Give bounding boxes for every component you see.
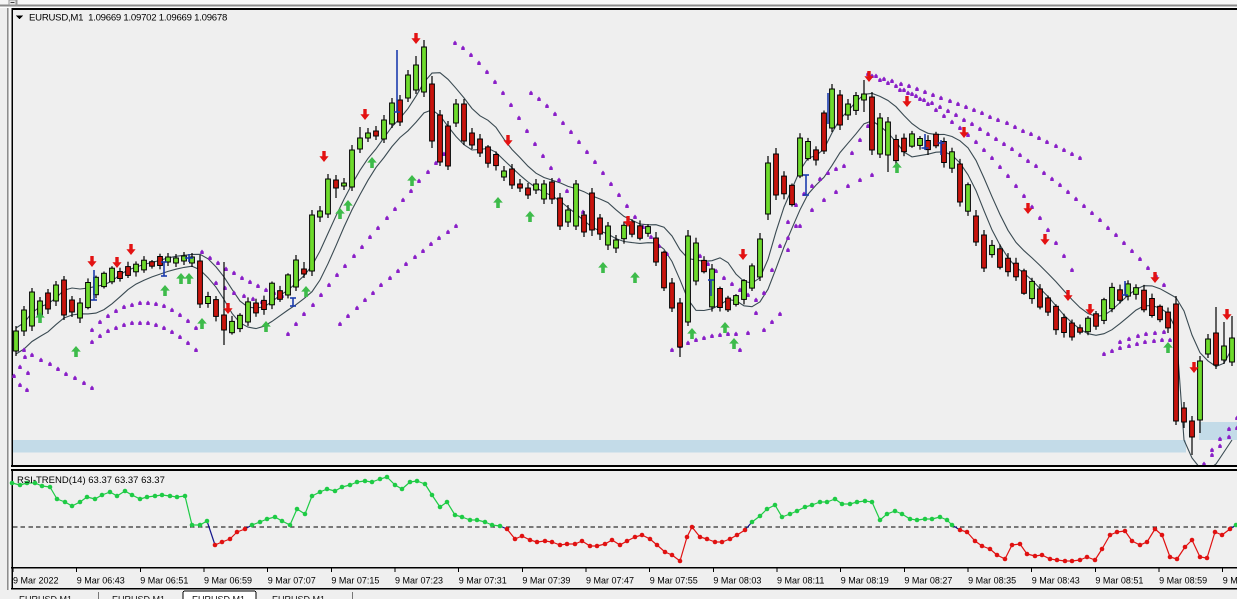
svg-text:EURUSD,M1: EURUSD,M1 <box>112 595 165 599</box>
svg-text:9 Mar 07:15: 9 Mar 07:15 <box>331 576 379 586</box>
svg-text:9 Mar 07:07: 9 Mar 07:07 <box>268 576 316 586</box>
svg-text:9 Mar 2022: 9 Mar 2022 <box>13 576 59 586</box>
svg-text:9 Mar 08:03: 9 Mar 08:03 <box>713 576 761 586</box>
svg-text:9 Mar 07:47: 9 Mar 07:47 <box>586 576 634 586</box>
svg-text:9 Mar 0: 9 Mar 0 <box>1223 576 1237 586</box>
svg-text:EURUSD,M1 1.09669 1.09702 1.0: EURUSD,M1 1.09669 1.09702 1.09669 1.0967… <box>29 13 227 24</box>
svg-text:RSI-TREND(14) 63.37 63.37 63.3: RSI-TREND(14) 63.37 63.37 63.37 <box>17 475 165 486</box>
svg-text:9 Mar 06:59: 9 Mar 06:59 <box>204 576 252 586</box>
svg-text:9 Mar 08:35: 9 Mar 08:35 <box>968 576 1016 586</box>
svg-text:9 Mar 07:31: 9 Mar 07:31 <box>459 576 507 586</box>
svg-text:9 Mar 08:19: 9 Mar 08:19 <box>841 576 889 586</box>
svg-text:EURUSD,M1: EURUSD,M1 <box>192 595 245 599</box>
svg-text:EURUSD,M1: EURUSD,M1 <box>19 595 72 599</box>
svg-text:9 Mar 08:27: 9 Mar 08:27 <box>904 576 952 586</box>
svg-text:9 Mar 08:59: 9 Mar 08:59 <box>1159 576 1207 586</box>
svg-text:EURUSD,M1: EURUSD,M1 <box>272 595 325 599</box>
svg-text:9 Mar 08:51: 9 Mar 08:51 <box>1095 576 1143 586</box>
svg-text:9 Mar 06:51: 9 Mar 06:51 <box>140 576 188 586</box>
svg-text:9 Mar 07:39: 9 Mar 07:39 <box>522 576 570 586</box>
svg-text:9 Mar 06:43: 9 Mar 06:43 <box>77 576 125 586</box>
svg-text:9 Mar 07:55: 9 Mar 07:55 <box>650 576 698 586</box>
svg-text:9 Mar 07:23: 9 Mar 07:23 <box>395 576 443 586</box>
svg-text:9 Mar 08:43: 9 Mar 08:43 <box>1032 576 1080 586</box>
svg-text:9 Mar 08:11: 9 Mar 08:11 <box>777 576 824 586</box>
